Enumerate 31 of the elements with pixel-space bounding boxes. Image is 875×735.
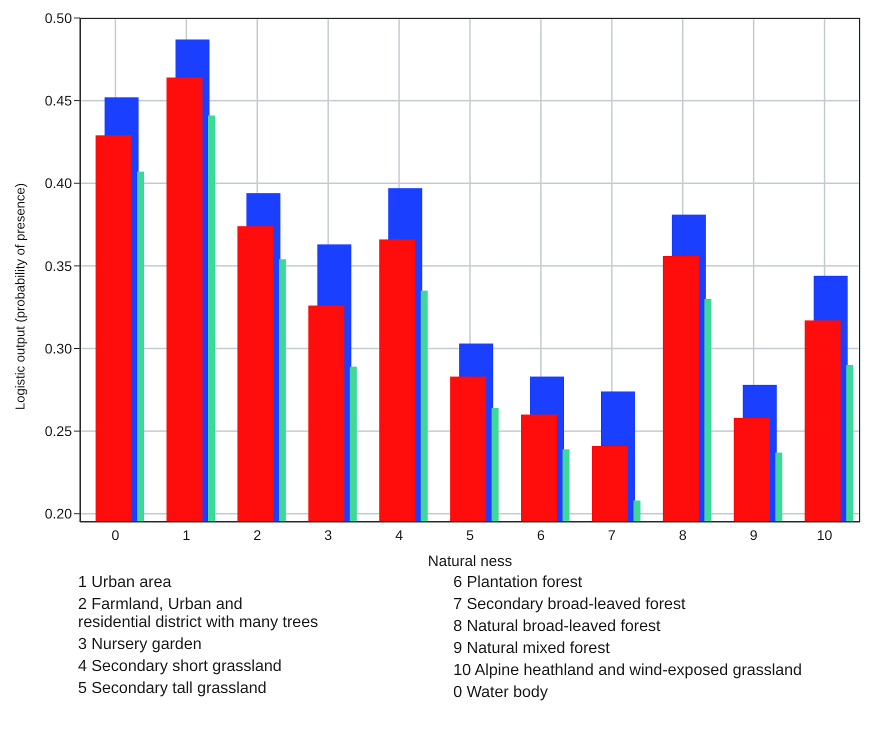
x-tick-label: 7 (608, 526, 616, 543)
y-tick-label: 0.40 (44, 175, 72, 192)
x-tick-label: 9 (750, 526, 758, 543)
text: 9 Natural mixed forest (453, 640, 611, 658)
y-axis-title: Logistic output (probability of presence) (12, 183, 28, 410)
text: 4 Secondary short grassland (78, 658, 283, 676)
y-tick-label: 0.50 (44, 10, 72, 26)
x-tick-label: 8 (678, 526, 687, 543)
text: 2 Farmland, Urban and residential district with many trees (78, 596, 320, 632)
x-tick-label: 10 (816, 526, 833, 543)
y-tick-label: 0.45 (44, 92, 72, 109)
text: 5 Secondary tall grassland (78, 680, 268, 698)
x-tick-label: 6 (537, 526, 546, 543)
y-tick-label: 0.35 (44, 258, 72, 274)
text: 10 Alpine heathland and wind-exposed grassland (453, 662, 803, 680)
x-tick-label: 1 (182, 526, 190, 543)
x-tick-label: 5 (466, 526, 474, 543)
text: 0 Water body (453, 684, 549, 702)
text: 3 Nursery garden (78, 636, 203, 654)
y-tick-label: 0.25 (44, 423, 72, 440)
text: 6 Plantation forest (453, 574, 584, 592)
x-axis-title: Natural ness (428, 553, 512, 570)
x-tick-label: 4 (395, 526, 404, 543)
x-tick-label: 3 (324, 526, 332, 543)
text: 8 Natural broad-leaved forest (453, 618, 662, 636)
y-tick-label: 0.20 (44, 506, 72, 522)
x-tick-label: 2 (253, 526, 262, 543)
text: 7 Secondary broad-leaved forest (453, 596, 686, 614)
y-tick-label: 0.30 (44, 340, 72, 356)
text: 1 Urban area (78, 574, 172, 592)
x-tick-label: 0 (112, 526, 120, 543)
